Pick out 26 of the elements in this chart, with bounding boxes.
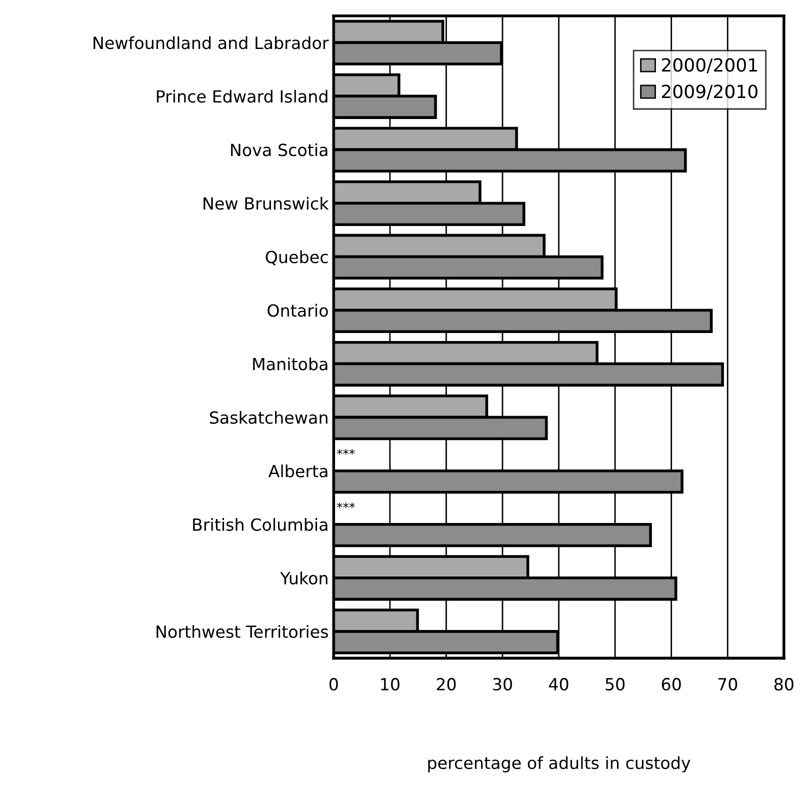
y-tick-label: Nova Scotia [231,143,328,156]
legend-label: 2000/2001 [662,58,757,74]
x-tick-label: 70 [718,678,738,691]
x-axis-title: percentage of adults in custody [428,756,690,772]
y-tick-label: Ontario [268,304,328,317]
y-tick-label: Northwest Territories [156,625,328,638]
x-tick-label: 0 [329,678,338,691]
x-tick-label: 20 [436,678,456,691]
x-tick-label: 80 [774,678,794,691]
y-tick-label: Quebec [266,250,328,266]
y-tick-label: British Columbia [193,518,328,531]
legend-label: 2009/2010 [662,84,758,100]
annotation: *** [336,448,355,455]
y-tick-label: Manitoba [253,357,328,370]
y-tick-label: Saskatchewan [210,410,328,424]
x-tick-label: 60 [662,678,681,691]
x-tick-label: 10 [381,678,400,691]
y-tick-label: New Brunswick [204,196,329,210]
y-tick-label: Prince Edward Island [156,90,328,103]
y-tick-label: Yukon [280,572,328,584]
x-tick-label: 30 [493,678,512,691]
y-tick-label: Newfoundland and Labrador [94,36,329,50]
y-tick-label: Alberta [268,464,328,478]
x-tick-label: 50 [606,678,625,691]
annotation: *** [336,502,355,508]
x-tick-label: 40 [548,678,568,691]
